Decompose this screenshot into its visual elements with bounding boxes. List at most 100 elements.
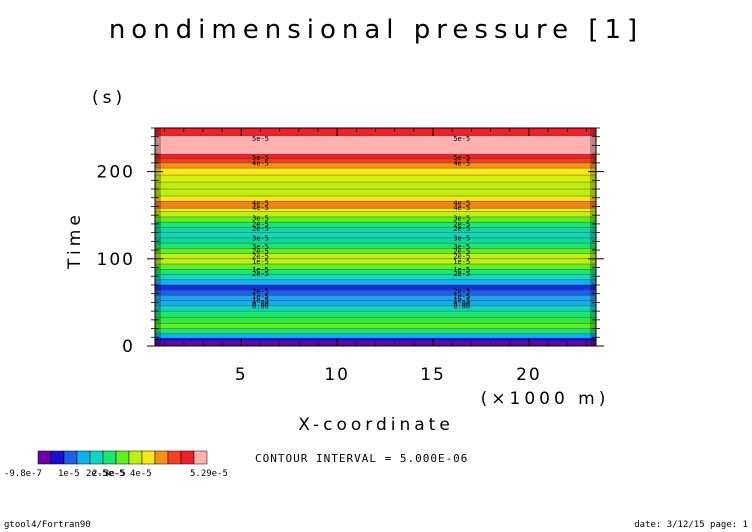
colorbar-label-2: 2e-5 — [86, 469, 108, 479]
contour-band-7 — [155, 305, 596, 312]
contour-label-8-1: 3e-5 — [453, 234, 470, 242]
contour-label-10-1: 2e-5 — [453, 247, 470, 255]
contour-label-19-0: 0.00 — [252, 302, 269, 310]
contour-interval-text: CONTOUR INTERVAL = 5.000E-06 — [255, 452, 468, 465]
contour-label-16-1: 1e-5 — [453, 293, 470, 301]
colorbar — [37, 450, 208, 465]
x-axis-label: X-coordinate — [298, 415, 454, 435]
contour-band-28 — [155, 196, 596, 202]
contour-label-12-0: 1e-5 — [252, 258, 269, 266]
colorbar-swatch-9 — [154, 450, 169, 465]
contour-band-31 — [155, 175, 596, 183]
contour-bands — [155, 128, 596, 346]
colorbar-label-0: -9.8e-7 — [4, 469, 42, 479]
contour-label-15-1: 2e-5 — [453, 288, 470, 296]
contour-label-4-1: 4e-5 — [453, 204, 470, 212]
colorbar-label-1: 1e-5 — [58, 469, 80, 479]
contour-band-21 — [155, 232, 596, 238]
contour-label-3-1: 4e-5 — [453, 199, 470, 207]
contour-label-2-0: 4e-5 — [252, 159, 269, 167]
contour-label-18-0: 0.00 — [252, 300, 269, 308]
contour-label-14-0: 2e-5 — [252, 270, 269, 278]
y-tick-label-0: 0 — [122, 337, 135, 357]
contour-label-8-0: 3e-5 — [252, 234, 269, 242]
colorbar-swatch-8 — [141, 450, 156, 465]
right-edge-shade — [590, 128, 596, 346]
contour-label-4-0: 4e-5 — [252, 204, 269, 212]
contour-band-5 — [155, 317, 596, 324]
contour-label-11-1: 2e-5 — [453, 253, 470, 261]
contour-label-13-1: 1e-5 — [453, 266, 470, 274]
contour-band-29 — [155, 189, 596, 197]
colorbar-swatch-7 — [128, 450, 143, 465]
chart-title: nondimensional pressure [1] — [109, 15, 643, 45]
x-tick-label-0: 5 — [235, 365, 248, 385]
colorbar-swatch-1 — [50, 450, 65, 465]
contour-label-11-0: 2e-5 — [252, 253, 269, 261]
contour-band-6 — [155, 311, 596, 318]
contour-band-9 — [155, 295, 596, 301]
colorbar-swatch-6 — [115, 450, 130, 465]
contour-label-6-0: 2e-5 — [252, 220, 269, 228]
contour-band-27 — [155, 201, 596, 209]
contour-label-17-1: 1e-5 — [453, 296, 470, 304]
y-axis-ticks: 0 100 200 — [97, 127, 604, 357]
contour-band-11 — [155, 284, 596, 291]
contour-band-36 — [155, 135, 596, 155]
contour-band-4 — [155, 323, 596, 329]
contour-label-9-0: 3e-5 — [252, 243, 269, 251]
colorbar-swatch-2 — [63, 450, 78, 465]
contour-label-16-0: 1e-5 — [252, 293, 269, 301]
contour-label-1-0: 5e-5 — [252, 154, 269, 162]
colorbar-label-4: 3e-5 — [104, 469, 126, 479]
x-tick-label-1: 10 — [324, 365, 350, 385]
contour-band-20 — [155, 237, 596, 244]
contour-label-6-1: 2e-5 — [453, 220, 470, 228]
x-tick-label-2: 15 — [420, 365, 446, 385]
contour-band-8 — [155, 300, 596, 306]
contour-band-33 — [155, 162, 596, 169]
colorbar-label-6: 5.29e-5 — [190, 469, 228, 479]
x-tick-label-3: 20 — [516, 365, 542, 385]
contour-band-18 — [155, 248, 596, 254]
contour-label-14-1: 2e-5 — [453, 270, 470, 278]
contour-label-18-1: 0.00 — [453, 300, 470, 308]
contour-label-3-0: 4e-5 — [252, 199, 269, 207]
colorbar-swatch-3 — [76, 450, 91, 465]
contour-band-17 — [155, 253, 596, 259]
contour-label-5-0: 3e-5 — [252, 214, 269, 222]
footer-left: gtool4/Fortran90 — [4, 520, 91, 530]
contour-band-19 — [155, 243, 596, 249]
contour-band-26 — [155, 208, 596, 212]
contour-band-23 — [155, 222, 596, 228]
contour-band-16 — [155, 258, 596, 265]
contour-label-2-1: 4e-5 — [453, 159, 470, 167]
colorbar-swatch-5 — [102, 450, 117, 465]
contour-band-32 — [155, 168, 596, 176]
contour-band-10 — [155, 290, 596, 296]
colorbar-swatch-0 — [37, 450, 52, 465]
x-axis-unit: (×1000 m) — [481, 389, 610, 409]
contour-label-1-1: 5e-5 — [453, 154, 470, 162]
colorbar-swatch-12 — [193, 450, 208, 465]
contour-label-7-1: 2e-5 — [453, 225, 470, 233]
contour-label-7-0: 2e-5 — [252, 225, 269, 233]
y-axis-unit: (s) — [92, 88, 126, 108]
contour-label-15-0: 2e-5 — [252, 288, 269, 296]
contour-labels: 5e-5 5e-55e-5 5e-54e-5 4e-54e-5 4e-54e-5 4e-5… — [252, 135, 470, 310]
contour-band-12 — [155, 279, 596, 285]
contour-label-19-1: 0.00 — [453, 302, 470, 310]
contour-band-24 — [155, 216, 596, 223]
contour-band-13 — [155, 274, 596, 280]
y-tick-label-2: 200 — [97, 163, 135, 183]
contour-band-35 — [155, 154, 596, 159]
contour-band-22 — [155, 227, 596, 233]
colorbar-swatch-4 — [89, 450, 104, 465]
colorbar-label-3: 2.5e-5 — [92, 469, 125, 479]
contour-label-0-1: 5e-5 — [453, 135, 470, 143]
contour-band-34 — [155, 158, 596, 163]
contour-label-9-1: 3e-5 — [453, 243, 470, 251]
left-edge-shade — [155, 128, 161, 346]
y-axis-label: Time — [65, 211, 85, 270]
